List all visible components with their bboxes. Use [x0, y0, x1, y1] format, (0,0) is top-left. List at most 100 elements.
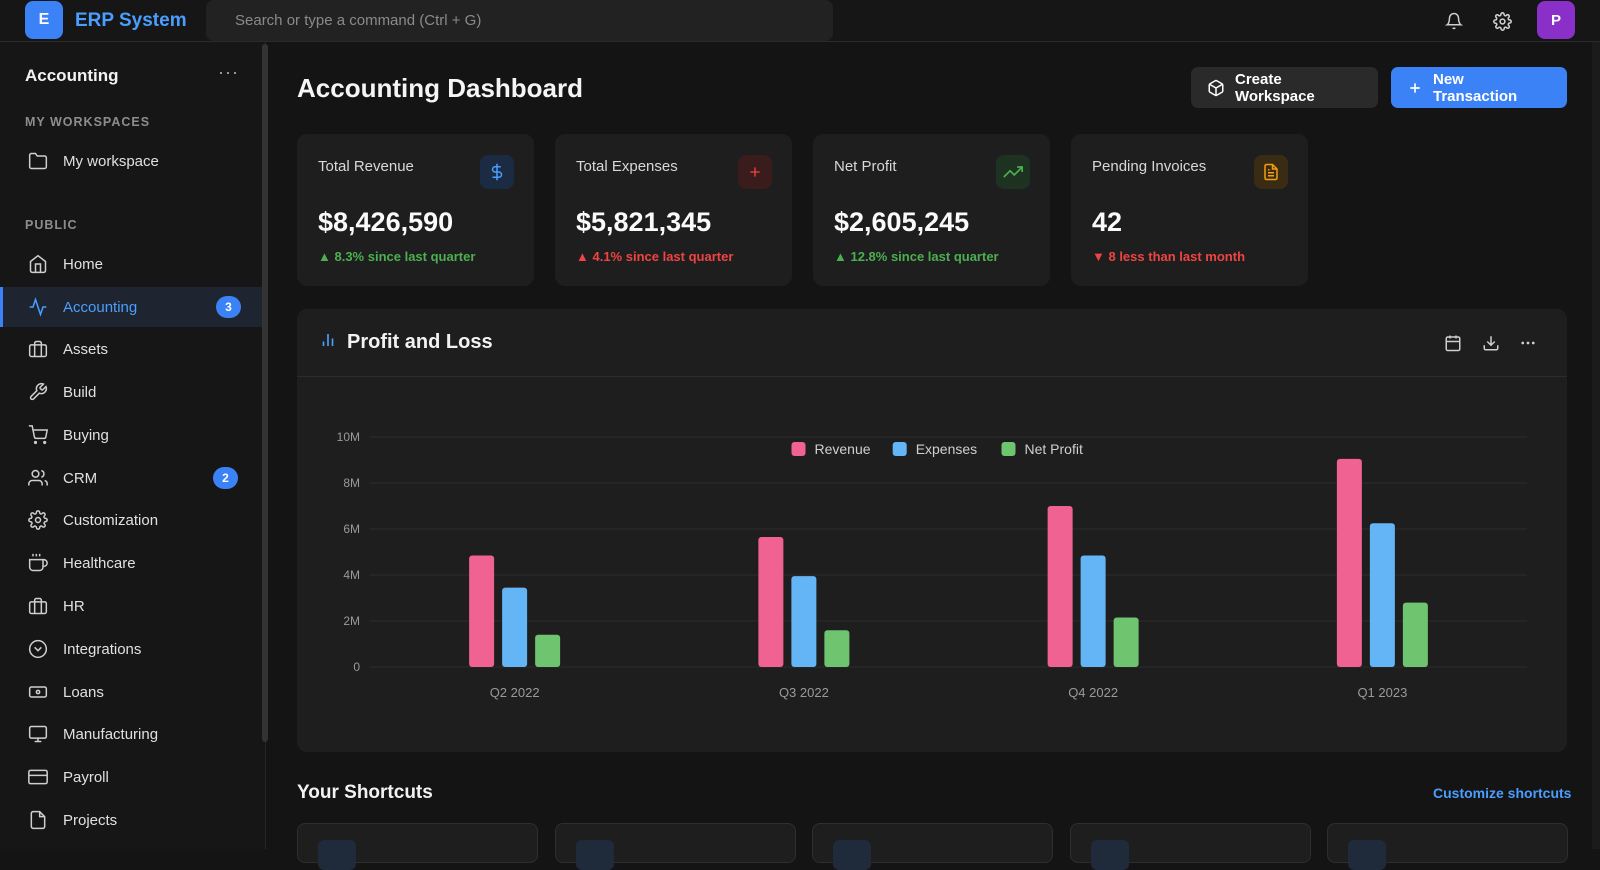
stat-change: ▲ 4.1% since last quarter	[576, 249, 734, 264]
bar	[758, 537, 784, 667]
stat-value: $2,605,245	[834, 207, 970, 237]
bar	[1080, 555, 1106, 667]
bar	[1113, 617, 1139, 667]
trending-up-icon	[996, 155, 1030, 189]
app-logo[interactable]: E	[25, 1, 63, 39]
stat-value: $8,426,590	[318, 207, 454, 237]
coffee-icon	[27, 552, 49, 574]
sidebar-item-label: Payroll	[63, 768, 109, 786]
stat-change: ▲ 8.3% since last quarter	[318, 249, 476, 264]
briefcase-icon	[27, 338, 49, 360]
sidebar-item-label: Integrations	[63, 640, 142, 658]
stat-change: ▼ 8 less than last month	[1092, 249, 1246, 264]
sidebar-heading: Accounting	[25, 66, 119, 85]
users-icon	[27, 467, 49, 489]
sidebar-item-accounting[interactable]: Accounting 3	[0, 287, 262, 327]
sidebar-item-projects[interactable]: Projects	[0, 800, 262, 840]
shortcut-icon	[1091, 840, 1129, 870]
app-title[interactable]: ERP System	[75, 10, 187, 31]
plus-icon	[738, 155, 772, 189]
shortcut-icon	[833, 840, 871, 870]
stat-card-net-profit[interactable]: Net Profit $2,605,245 ▲ 12.8% since last…	[813, 134, 1050, 286]
bar	[502, 587, 528, 667]
new-transaction-button[interactable]: New Transaction	[1391, 67, 1567, 108]
plus-icon	[1407, 80, 1423, 96]
shortcut-card[interactable]	[555, 823, 796, 870]
sidebar-item-label: Buying	[63, 426, 109, 444]
legend-swatch	[791, 442, 806, 456]
sidebar-item-label: Accounting	[63, 298, 138, 316]
sidebar-item-label: Assets	[63, 340, 109, 358]
more-icon[interactable]	[1516, 331, 1540, 355]
stat-card-total-revenue[interactable]: Total Revenue $8,426,590 ▲ 8.3% since la…	[297, 134, 534, 286]
sidebar-item-loans[interactable]: Loans	[0, 672, 262, 712]
y-tick-label: 4M	[343, 568, 360, 582]
shortcut-card[interactable]	[812, 823, 1053, 870]
shortcut-card[interactable]	[297, 823, 538, 870]
top-bar: E ERP System Search or type a command (C…	[0, 0, 1600, 42]
download-icon[interactable]	[1479, 331, 1503, 355]
sidebar-item-my-workspace[interactable]: My workspace	[0, 141, 262, 181]
more-icon[interactable]: ···	[218, 62, 239, 82]
sidebar-item-integrations[interactable]: Integrations	[0, 629, 262, 669]
legend-swatch	[1001, 442, 1016, 456]
create-workspace-button[interactable]: Create Workspace	[1191, 67, 1378, 108]
sidebar-item-label: CRM	[63, 469, 98, 487]
stat-value: 42	[1092, 207, 1123, 237]
sidebar: Accounting ··· MY WORKSPACES My workspac…	[0, 42, 266, 849]
sidebar-item-hr[interactable]: HR	[0, 586, 262, 626]
stat-label: Total Revenue	[318, 158, 414, 175]
stat-card-total-expenses[interactable]: Total Expenses $5,821,345 ▲ 4.1% since l…	[555, 134, 792, 286]
avatar[interactable]: P	[1537, 1, 1575, 39]
bar	[1336, 458, 1362, 667]
search-input[interactable]: Search or type a command (Ctrl + G)	[206, 0, 833, 41]
x-tick-label: Q1 2023	[1357, 685, 1407, 700]
banknote-icon	[27, 681, 49, 703]
sidebar-item-payroll[interactable]: Payroll	[0, 757, 262, 797]
sidebar-item-label: Projects	[63, 811, 118, 829]
bar	[535, 634, 561, 667]
sidebar-item-assets[interactable]: Assets	[0, 329, 262, 369]
shortcut-icon	[1348, 840, 1386, 870]
shortcut-card[interactable]	[1327, 823, 1568, 870]
y-tick-label: 8M	[343, 476, 360, 490]
bar	[791, 576, 817, 667]
chart-title: Profit and Loss	[347, 331, 493, 353]
legend-label: Expenses	[916, 441, 977, 457]
box-icon	[1207, 79, 1225, 97]
monitor-icon	[27, 723, 49, 745]
stat-label: Pending Invoices	[1092, 158, 1207, 175]
page-title: Accounting Dashboard	[297, 73, 584, 103]
sidebar-item-label: Healthcare	[63, 554, 136, 572]
gear-icon[interactable]	[1489, 8, 1515, 34]
sidebar-item-healthcare[interactable]: Healthcare	[0, 543, 262, 583]
document-icon	[1254, 155, 1288, 189]
bar-chart-icon	[319, 331, 337, 354]
shortcut-card[interactable]	[1070, 823, 1311, 870]
sidebar-item-home[interactable]: Home	[0, 244, 262, 284]
sidebar-item-crm[interactable]: CRM 2	[0, 458, 262, 498]
sidebar-item-manufacturing[interactable]: Manufacturing	[0, 714, 262, 754]
x-tick-label: Q4 2022	[1068, 685, 1118, 700]
stat-card-pending-invoices[interactable]: Pending Invoices 42 ▼ 8 less than last m…	[1071, 134, 1308, 286]
bell-icon[interactable]	[1441, 8, 1467, 34]
dollar-icon	[480, 155, 514, 189]
sidebar-scrollbar[interactable]	[262, 44, 268, 742]
x-tick-label: Q2 2022	[490, 685, 540, 700]
legend-label: Revenue	[815, 441, 871, 457]
bar	[824, 630, 850, 667]
activity-icon	[27, 296, 49, 318]
sidebar-item-label: Customization	[63, 511, 159, 529]
stat-label: Total Expenses	[576, 158, 678, 175]
sidebar-item-buying[interactable]: Buying	[0, 415, 262, 455]
stat-value: $5,821,345	[576, 207, 712, 237]
customize-shortcuts-link[interactable]: Customize shortcuts	[1433, 785, 1572, 801]
page-scrollbar[interactable]	[1592, 42, 1600, 849]
sidebar-item-build[interactable]: Build	[0, 372, 262, 412]
shortcut-icon	[576, 840, 614, 870]
calendar-icon[interactable]	[1441, 331, 1465, 355]
sidebar-item-label: Build	[63, 383, 97, 401]
sidebar-item-customization[interactable]: Customization	[0, 500, 262, 540]
sidebar-item-label: Manufacturing	[63, 725, 159, 743]
stat-change: ▲ 12.8% since last quarter	[834, 249, 999, 264]
